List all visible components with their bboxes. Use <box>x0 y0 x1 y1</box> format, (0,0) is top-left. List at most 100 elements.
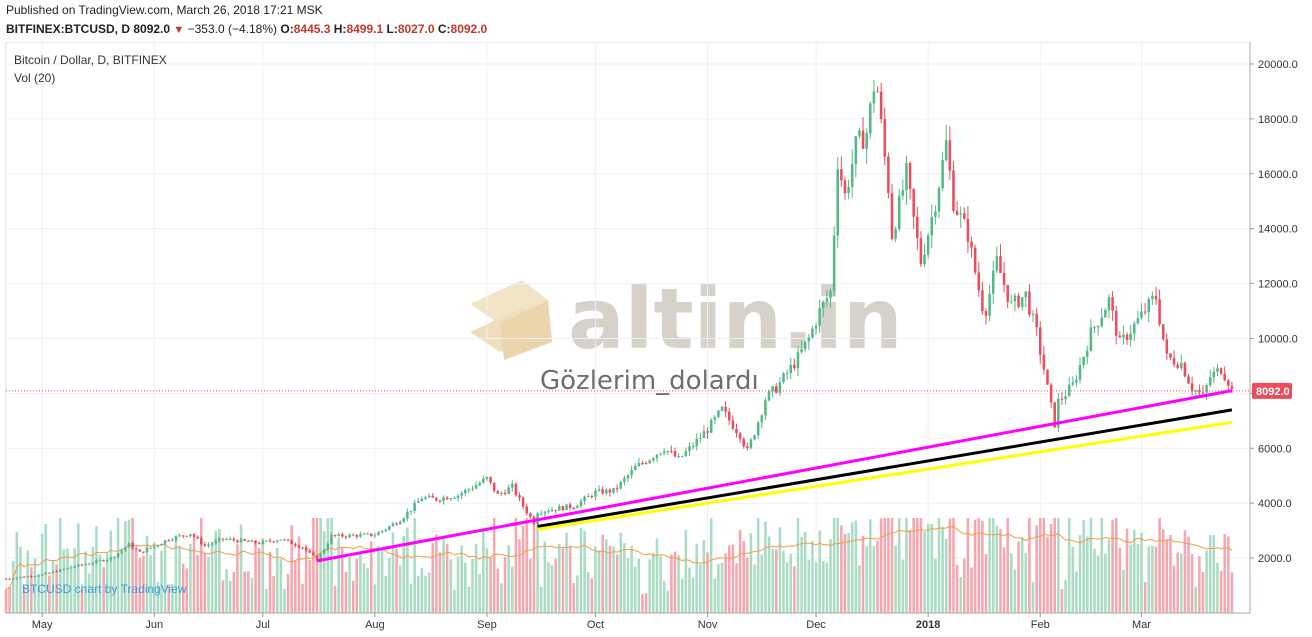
candle-body <box>95 560 98 563</box>
volume-bar <box>572 583 576 613</box>
price-axis[interactable]: 2000.04000.06000.08000.010000.012000.014… <box>1249 42 1298 613</box>
volume-bar <box>87 573 91 613</box>
volume-legend[interactable]: Vol (20) <box>14 71 56 85</box>
volume-bar <box>793 566 796 613</box>
candle-body <box>474 485 478 489</box>
x-tick-label: Jul <box>256 619 270 631</box>
candle-body <box>134 548 138 550</box>
volume-bar <box>1049 524 1053 613</box>
candle-body <box>200 538 203 545</box>
candle-body <box>521 497 525 507</box>
volume-bar <box>1169 534 1172 613</box>
volume-bar <box>952 518 955 613</box>
volume-bar <box>326 518 330 613</box>
volume-bar <box>594 546 597 613</box>
candle-body <box>724 406 727 412</box>
candle-body <box>48 572 51 574</box>
candlestick-chart[interactable]: altin.in 2000.04000.06000.08000.010000.0… <box>0 42 1312 637</box>
volume-bar <box>1064 579 1067 613</box>
candle-body <box>113 557 116 559</box>
volume-bar <box>550 565 554 613</box>
candle-body <box>1096 326 1100 328</box>
candle-body <box>764 400 767 416</box>
candle-body <box>597 489 601 491</box>
volume-bar <box>250 578 254 613</box>
candle-body <box>26 576 29 578</box>
volume-bar <box>44 524 48 613</box>
volume-bar <box>116 518 120 613</box>
candle-body <box>1125 334 1129 340</box>
volume-bar <box>330 518 333 613</box>
candle-body <box>655 454 659 459</box>
candle-body <box>294 544 297 546</box>
candle-body <box>518 495 521 498</box>
candle-body <box>1230 385 1234 390</box>
candle-body <box>1082 356 1085 365</box>
volume-bar <box>746 557 749 613</box>
candle-body <box>460 493 463 496</box>
volume-bar <box>919 518 923 613</box>
candle-body <box>619 481 623 489</box>
volume-bar <box>369 541 373 613</box>
volume-bar <box>854 520 858 613</box>
volume-bar <box>373 584 377 613</box>
candle-body <box>301 547 304 549</box>
candle-body <box>181 535 185 537</box>
trendlines[interactable] <box>316 389 1233 563</box>
candle-body <box>558 506 561 511</box>
volume-bar <box>460 545 463 613</box>
candle-body <box>1180 362 1183 368</box>
volume-bar <box>1205 550 1208 613</box>
candle-body <box>149 547 152 549</box>
x-tick-label: Aug <box>365 619 385 631</box>
volume-bar <box>923 531 926 613</box>
candle-body <box>1176 364 1179 368</box>
candle-body <box>1183 362 1187 377</box>
candle-body <box>1111 297 1114 311</box>
candle-body <box>391 523 395 527</box>
series-legend[interactable]: Bitcoin / Dollar, D, BITFINEX <box>14 53 167 67</box>
candle-body <box>395 523 398 525</box>
candle-body <box>1042 354 1046 370</box>
volume-bar <box>1096 555 1100 613</box>
volume-bar <box>478 574 481 613</box>
volume-bar <box>380 550 384 613</box>
candle-body <box>594 490 597 497</box>
chart-credit-link[interactable]: BTCUSD chart by TradingView <box>22 582 187 596</box>
volume-bar <box>941 526 944 613</box>
candle-body <box>77 564 80 567</box>
y-tick-label: 10000.0 <box>1258 333 1298 345</box>
trendline-yellow <box>537 420 1233 531</box>
volume-bar <box>789 553 792 613</box>
candle-body <box>87 563 91 565</box>
plot-area[interactable] <box>5 42 1251 614</box>
volume-bar <box>699 564 702 613</box>
volume-bar <box>102 567 105 613</box>
candle-body <box>496 491 500 494</box>
candle-body <box>1172 357 1176 365</box>
volume-bar <box>1060 589 1064 613</box>
volume-bar <box>1154 546 1158 613</box>
volume-bar <box>1089 518 1093 613</box>
candle-body <box>677 456 680 458</box>
candle-body <box>785 373 789 375</box>
candle-body <box>341 534 344 537</box>
volume-bar <box>973 519 977 613</box>
volume-bar <box>652 552 655 613</box>
time-axis[interactable]: May Jun Jul Aug Sep Oct Nov Dec 2018 Feb Mar <box>6 612 1250 631</box>
candle-body <box>811 328 814 338</box>
candle-body <box>912 188 915 217</box>
candle-body <box>767 391 771 401</box>
candle-body <box>315 555 319 561</box>
candle-body <box>413 502 416 511</box>
volume-bar <box>709 518 713 613</box>
candle-body <box>1187 376 1190 384</box>
candle-body <box>1201 392 1205 394</box>
trendline-black <box>537 408 1233 529</box>
candle-body <box>1190 383 1194 392</box>
volume-bar <box>995 525 999 613</box>
volume-bar <box>829 539 832 613</box>
volume-bar <box>521 525 525 613</box>
candle-body <box>869 103 872 134</box>
volume-bar <box>590 578 594 613</box>
